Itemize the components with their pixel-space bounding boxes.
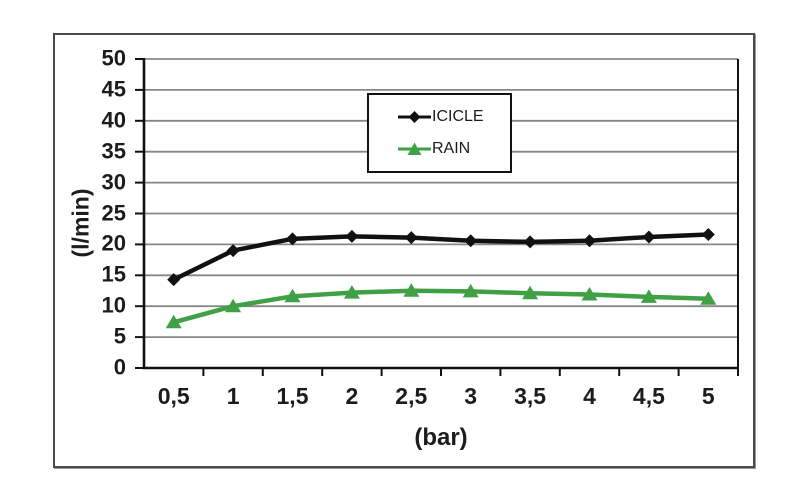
- y-tick-label: 25: [101, 199, 126, 225]
- marker-diamond-icicle: [167, 273, 181, 287]
- y-tick-label: 0: [113, 354, 126, 380]
- legend-entry-icicle: ICICLE: [398, 108, 510, 126]
- x-tick-label: 0,5: [157, 383, 190, 409]
- marker-triangle-rain: [700, 291, 717, 305]
- icicle-line-diamond-marker-icon: [398, 111, 431, 123]
- x-tick-label: 3,5: [514, 383, 547, 409]
- y-tick-label: 30: [101, 169, 126, 195]
- marker-triangle-rain: [581, 286, 598, 301]
- legend: ICICLE RAIN: [367, 93, 512, 173]
- y-axis-title: (l/min): [67, 188, 94, 258]
- y-tick-label: 35: [101, 138, 126, 164]
- y-tick-label: 20: [101, 230, 126, 256]
- x-tick-label: 5: [701, 383, 715, 409]
- marker-diamond-icicle: [523, 235, 537, 249]
- marker-triangle-rain: [284, 288, 301, 303]
- marker-diamond-icicle: [345, 229, 359, 243]
- legend-entry-rain: RAIN: [398, 140, 510, 158]
- marker-triangle-rain: [343, 285, 360, 299]
- marker-triangle-rain: [165, 314, 182, 329]
- y-tick-label: 10: [101, 292, 126, 318]
- marker-triangle-rain: [403, 283, 420, 297]
- x-tick-label: 1: [226, 383, 240, 409]
- y-tick-label: 45: [101, 76, 126, 102]
- series-line-rain: [171, 288, 711, 325]
- x-tick-label: 1,5: [276, 383, 309, 409]
- marker-diamond-icicle: [701, 228, 715, 242]
- legend-label-icicle: ICICLE: [432, 108, 484, 125]
- x-tick-label: 2,5: [395, 383, 428, 409]
- marker-diamond-icicle: [286, 232, 299, 246]
- marker-triangle-rain: [225, 298, 242, 313]
- y-tick-label: 5: [113, 323, 126, 349]
- x-tick-label: 3: [464, 383, 478, 409]
- series-line-icicle: [171, 232, 711, 282]
- y-tick-label: 50: [101, 45, 126, 71]
- marker-triangle-rain: [640, 289, 657, 303]
- x-tick-label: 4: [583, 383, 596, 409]
- x-tick-label: 4,5: [632, 383, 665, 409]
- marker-diamond-icicle: [404, 231, 418, 245]
- y-tick-label: 40: [101, 107, 126, 133]
- marker-triangle-rain: [522, 285, 539, 300]
- marker-diamond-icicle: [464, 234, 478, 248]
- marker-diamond-icicle: [642, 230, 656, 244]
- legend-label-rain: RAIN: [432, 140, 471, 157]
- x-tick-label: 2: [345, 383, 359, 409]
- y-tick-label: 15: [101, 261, 126, 287]
- marker-triangle-rain: [462, 283, 479, 298]
- marker-diamond-icicle: [583, 234, 596, 248]
- rain-line-triangle-marker-icon: [398, 142, 431, 155]
- x-axis-title: (bar): [414, 424, 468, 451]
- marker-diamond-icicle: [226, 244, 240, 258]
